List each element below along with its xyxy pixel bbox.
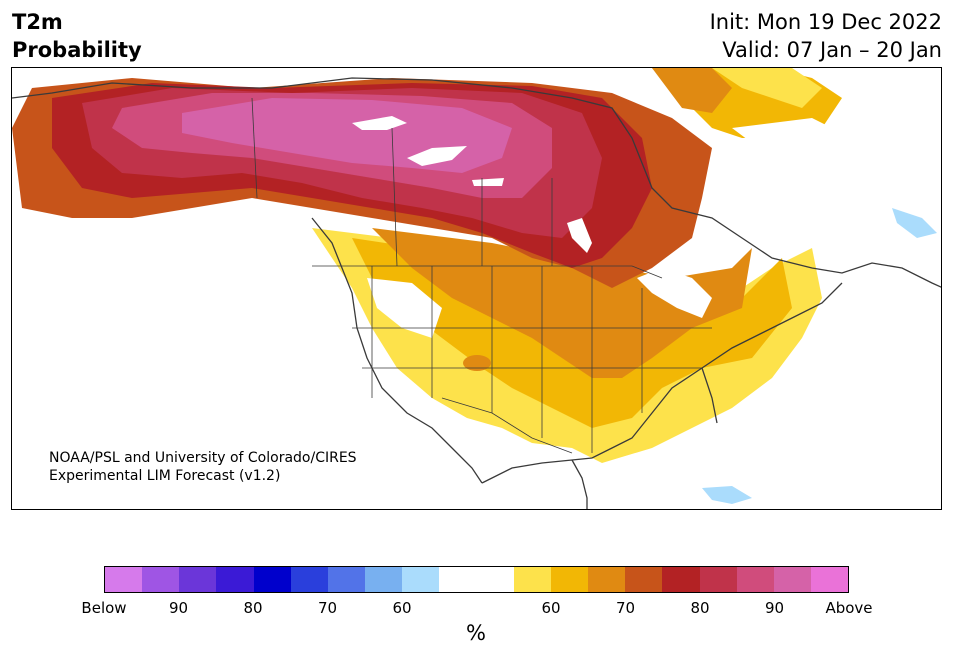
lake-athabasca (472, 178, 504, 186)
shade-sw-patch (463, 355, 491, 371)
shade-70 (372, 228, 752, 378)
colorbar-tick-label: 60 (392, 599, 412, 617)
bc-alberta-border (391, 127, 398, 267)
colorbar-tick-label: 90 (764, 599, 785, 617)
colorbar-tick-label: 60 (541, 599, 561, 617)
colorbar-tick-label: Above (825, 599, 873, 617)
lakes (352, 116, 712, 318)
great-slave-lake (407, 146, 467, 166)
colorbar-swatch (662, 567, 700, 592)
title-variable: T2m (12, 10, 63, 34)
colorbar-tick-label: 90 (168, 599, 189, 617)
colorbar-swatch (810, 567, 849, 592)
neutral-west (367, 278, 442, 338)
map-panel (11, 67, 942, 510)
great-lakes (637, 268, 712, 318)
neutral-east-canada (732, 118, 892, 278)
colorbar-units: % (466, 621, 486, 645)
colorbar-swatch (476, 567, 514, 592)
colorbar-swatch (216, 567, 254, 592)
colorbar-swatch (142, 567, 180, 592)
great-bear-lake (352, 116, 407, 130)
shade-greenland-60 (712, 68, 822, 108)
colorbar-ticks: Below 90 80 70 60 60 70 80 90 Above (0, 599, 953, 619)
credit-text: NOAA/PSL and University of Colorado/CIRE… (49, 449, 357, 485)
forecast-dates: Init: Mon 19 Dec 2022 Valid: 07 Jan – 20… (710, 8, 942, 64)
colorbar-swatch (327, 567, 366, 592)
init-date: Init: Mon 19 Dec 2022 (709, 10, 942, 34)
yukon-border (251, 97, 258, 199)
credit-line-1: NOAA/PSL and University of Colorado/CIRE… (49, 450, 357, 466)
florida (701, 367, 718, 424)
colorbar-swatch (253, 567, 291, 592)
colorbar-swatch (773, 567, 811, 592)
colorbar-tick-label: Below (81, 599, 127, 617)
mexico-gulf (571, 459, 588, 509)
colorbar-tick-label: 80 (690, 599, 710, 617)
colorbar-swatch (365, 567, 403, 592)
colorbar-tick-label: 70 (317, 599, 338, 617)
colorbar-swatch (179, 567, 217, 592)
credit-line-2: Experimental LIM Forecast (v1.2) (49, 468, 281, 484)
pacific-coast (311, 217, 483, 484)
colorbar-tick-label: 80 (243, 599, 263, 617)
us-mexico-border (441, 397, 573, 454)
colorbar-swatch (439, 567, 477, 592)
shade-below-60-labrador (892, 208, 937, 238)
valid-period: Valid: 07 Jan – 20 Jan (722, 38, 942, 62)
colorbar-swatch (699, 567, 737, 592)
shade-greenland-70 (652, 68, 732, 113)
colorbar-swatch (550, 567, 589, 592)
shade-below-60-cuba (702, 486, 752, 504)
gulf-atlantic-coast (481, 282, 843, 484)
colorbar-swatch (625, 567, 663, 592)
title-probability: Probability (12, 38, 142, 62)
colorbar-tick-label: 70 (615, 599, 636, 617)
colorbar-swatch (402, 567, 440, 592)
colorbar-swatch (588, 567, 626, 592)
colorbar-swatch (290, 567, 328, 592)
map-svg (12, 68, 941, 509)
lake-winnipeg (567, 218, 592, 253)
colorbar (104, 566, 849, 593)
coastlines (12, 77, 941, 509)
chart-title: T2m Probability (12, 8, 142, 64)
probability-shading (12, 68, 937, 504)
colorbar-swatch (105, 567, 143, 592)
colorbar-swatch (513, 567, 551, 592)
colorbar-swatch (736, 567, 774, 592)
borders (251, 97, 712, 454)
us-canada-border (312, 265, 663, 279)
arctic-coast (12, 77, 941, 288)
